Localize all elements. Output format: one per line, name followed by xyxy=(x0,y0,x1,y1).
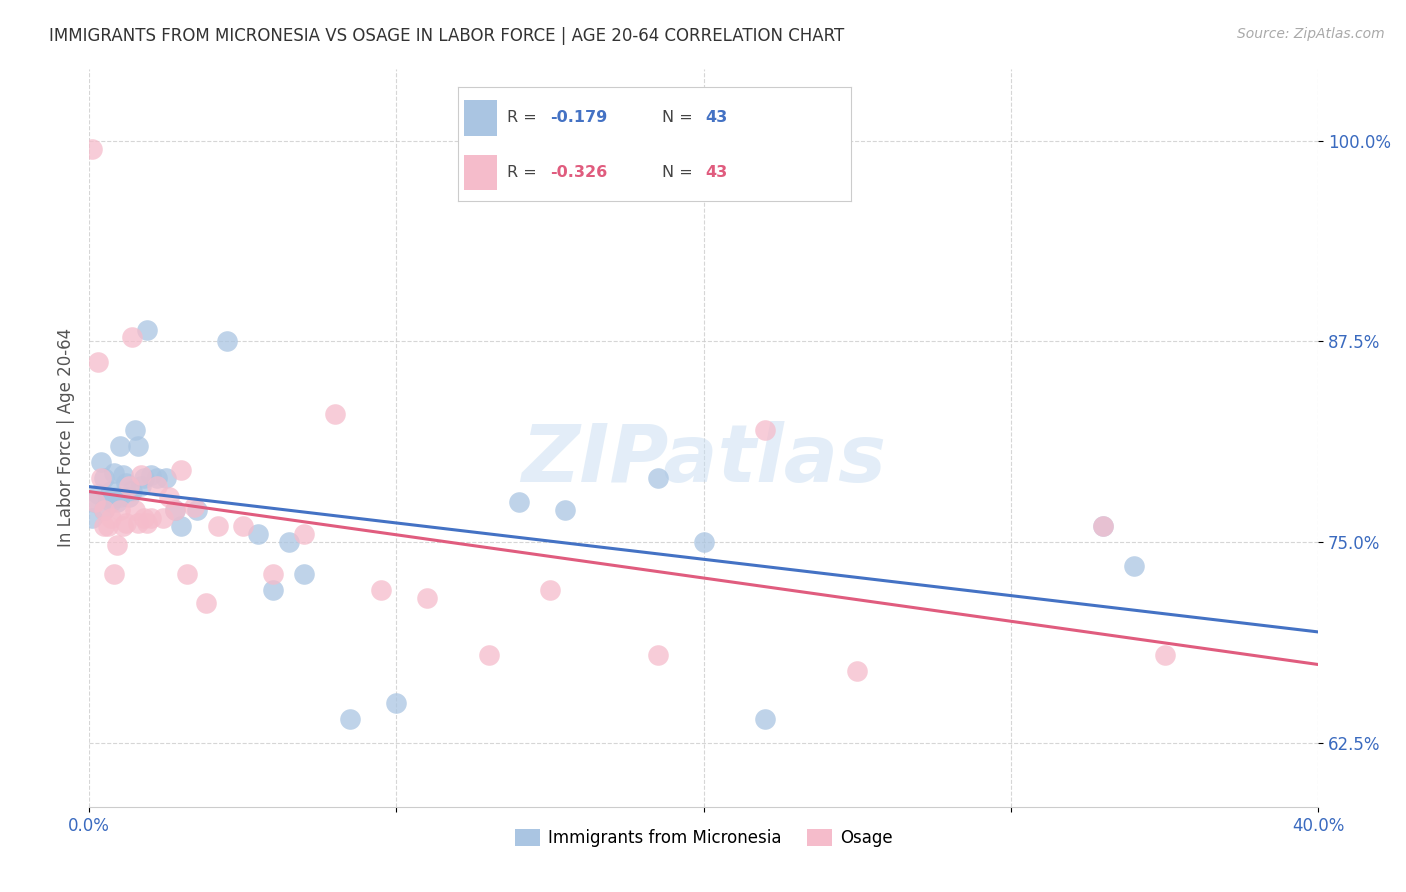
Point xyxy=(127,516,149,530)
Point xyxy=(108,503,131,517)
Point xyxy=(100,495,122,509)
Point xyxy=(477,648,499,662)
Point xyxy=(121,329,143,343)
Point xyxy=(131,479,153,493)
Point xyxy=(90,455,112,469)
Text: IMMIGRANTS FROM MICRONESIA VS OSAGE IN LABOR FORCE | AGE 20-64 CORRELATION CHART: IMMIGRANTS FROM MICRONESIA VS OSAGE IN L… xyxy=(49,27,845,45)
Point xyxy=(385,696,408,710)
Point xyxy=(84,495,107,509)
Point xyxy=(538,583,561,598)
Point xyxy=(82,511,104,525)
Point xyxy=(84,495,107,509)
Point xyxy=(508,495,530,509)
Point xyxy=(170,519,193,533)
Y-axis label: In Labor Force | Age 20-64: In Labor Force | Age 20-64 xyxy=(58,328,75,548)
Point xyxy=(416,591,439,606)
Point xyxy=(87,487,110,501)
Point xyxy=(139,511,162,525)
Point xyxy=(292,527,315,541)
Legend: Immigrants from Micronesia, Osage: Immigrants from Micronesia, Osage xyxy=(508,822,900,855)
Point xyxy=(103,490,125,504)
Point xyxy=(292,567,315,582)
Point xyxy=(131,467,153,482)
Point xyxy=(554,503,576,517)
Point xyxy=(647,471,669,485)
Point xyxy=(100,511,122,525)
Point xyxy=(105,538,128,552)
Point xyxy=(339,712,361,726)
Point xyxy=(152,511,174,525)
Point xyxy=(127,439,149,453)
Point xyxy=(183,500,205,514)
Point xyxy=(155,471,177,485)
Point xyxy=(100,483,122,498)
Point xyxy=(277,535,299,549)
Point xyxy=(232,519,254,533)
Point xyxy=(1092,519,1115,533)
Point xyxy=(754,712,776,726)
Point xyxy=(121,483,143,498)
Text: Source: ZipAtlas.com: Source: ZipAtlas.com xyxy=(1237,27,1385,41)
Point xyxy=(93,471,115,485)
Point xyxy=(96,490,118,504)
Point xyxy=(111,467,134,482)
Point xyxy=(118,490,141,504)
Point xyxy=(103,466,125,480)
Point xyxy=(647,648,669,662)
Point xyxy=(124,503,146,517)
Point xyxy=(136,516,159,530)
Point xyxy=(136,323,159,337)
Point xyxy=(108,490,131,504)
Point xyxy=(846,664,869,678)
Point xyxy=(1153,648,1175,662)
Point xyxy=(93,503,115,517)
Point xyxy=(754,423,776,437)
Point xyxy=(165,503,187,517)
Point xyxy=(262,583,284,598)
Point xyxy=(96,519,118,533)
Point xyxy=(1122,559,1144,574)
Point xyxy=(111,519,134,533)
Point xyxy=(194,596,217,610)
Point xyxy=(134,471,156,485)
Text: ZIPatlas: ZIPatlas xyxy=(522,421,886,499)
Point xyxy=(118,479,141,493)
Point xyxy=(370,583,392,598)
Point xyxy=(90,471,112,485)
Point xyxy=(105,495,128,509)
Point xyxy=(93,503,115,517)
Point xyxy=(165,503,187,517)
Point xyxy=(170,463,193,477)
Point xyxy=(82,142,104,156)
Point xyxy=(207,519,229,533)
Point xyxy=(176,567,198,582)
Point xyxy=(1092,519,1115,533)
Point xyxy=(692,535,714,549)
Point xyxy=(103,567,125,582)
Point xyxy=(124,423,146,437)
Point xyxy=(186,503,208,517)
Point xyxy=(87,355,110,369)
Point xyxy=(323,407,346,421)
Point xyxy=(139,467,162,482)
Point xyxy=(157,490,180,504)
Point xyxy=(145,471,167,485)
Point xyxy=(145,479,167,493)
Point xyxy=(115,516,138,530)
Point xyxy=(115,475,138,490)
Point xyxy=(217,334,239,349)
Point xyxy=(93,519,115,533)
Point xyxy=(247,527,270,541)
Point xyxy=(108,439,131,453)
Point xyxy=(262,567,284,582)
Point xyxy=(134,511,156,525)
